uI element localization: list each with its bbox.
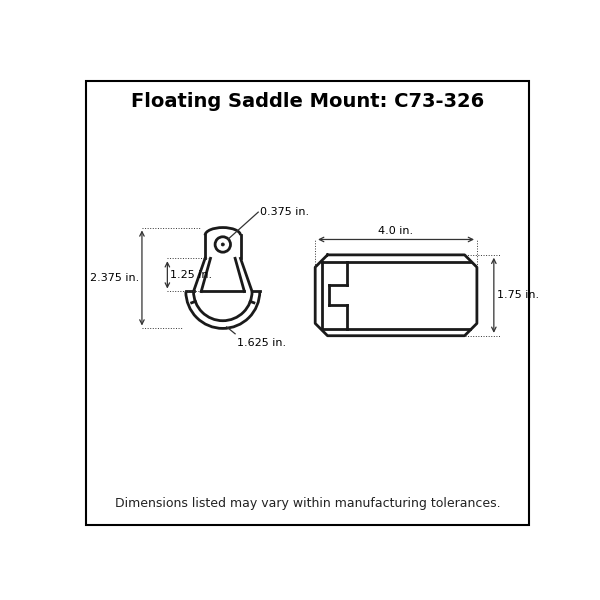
Text: 1.75 in.: 1.75 in.	[497, 290, 539, 300]
Text: 4.0 in.: 4.0 in.	[379, 226, 413, 236]
Circle shape	[221, 243, 224, 246]
Text: Dimensions listed may vary within manufacturing tolerances.: Dimensions listed may vary within manufa…	[115, 497, 500, 510]
Text: 0.375 in.: 0.375 in.	[260, 207, 309, 217]
Text: 1.25 in.: 1.25 in.	[170, 270, 212, 280]
Text: Floating Saddle Mount: C73-326: Floating Saddle Mount: C73-326	[131, 92, 484, 111]
Text: 1.625 in.: 1.625 in.	[236, 338, 286, 347]
Text: 2.375 in.: 2.375 in.	[91, 273, 140, 283]
